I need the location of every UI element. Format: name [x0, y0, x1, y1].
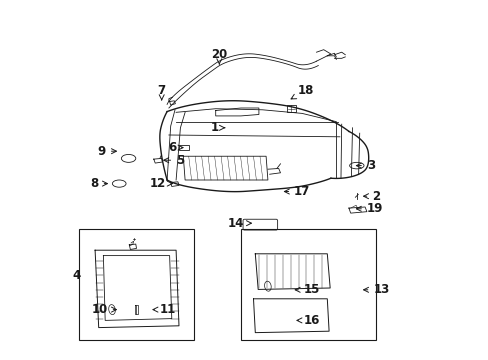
Text: 16: 16 — [296, 314, 320, 327]
Text: 2: 2 — [363, 190, 380, 203]
Text: 13: 13 — [363, 283, 389, 296]
Text: 20: 20 — [211, 48, 227, 64]
Text: 15: 15 — [295, 283, 320, 296]
Bar — [79, 229, 194, 340]
Text: 19: 19 — [356, 202, 383, 215]
Text: 10: 10 — [91, 303, 116, 316]
Text: 9: 9 — [98, 145, 116, 158]
Text: 11: 11 — [153, 303, 176, 316]
Bar — [286, 105, 295, 112]
Bar — [179, 145, 189, 150]
Text: 7: 7 — [157, 84, 165, 100]
Text: 4: 4 — [72, 269, 81, 282]
Text: 3: 3 — [356, 159, 374, 172]
Text: 18: 18 — [290, 84, 313, 99]
Text: 12: 12 — [149, 177, 172, 190]
Text: 5: 5 — [163, 154, 184, 167]
Text: 17: 17 — [284, 185, 310, 198]
Bar — [241, 229, 375, 340]
Text: 14: 14 — [228, 217, 251, 230]
Text: 8: 8 — [90, 177, 107, 190]
Text: 6: 6 — [167, 141, 183, 154]
Text: 1: 1 — [211, 121, 224, 134]
